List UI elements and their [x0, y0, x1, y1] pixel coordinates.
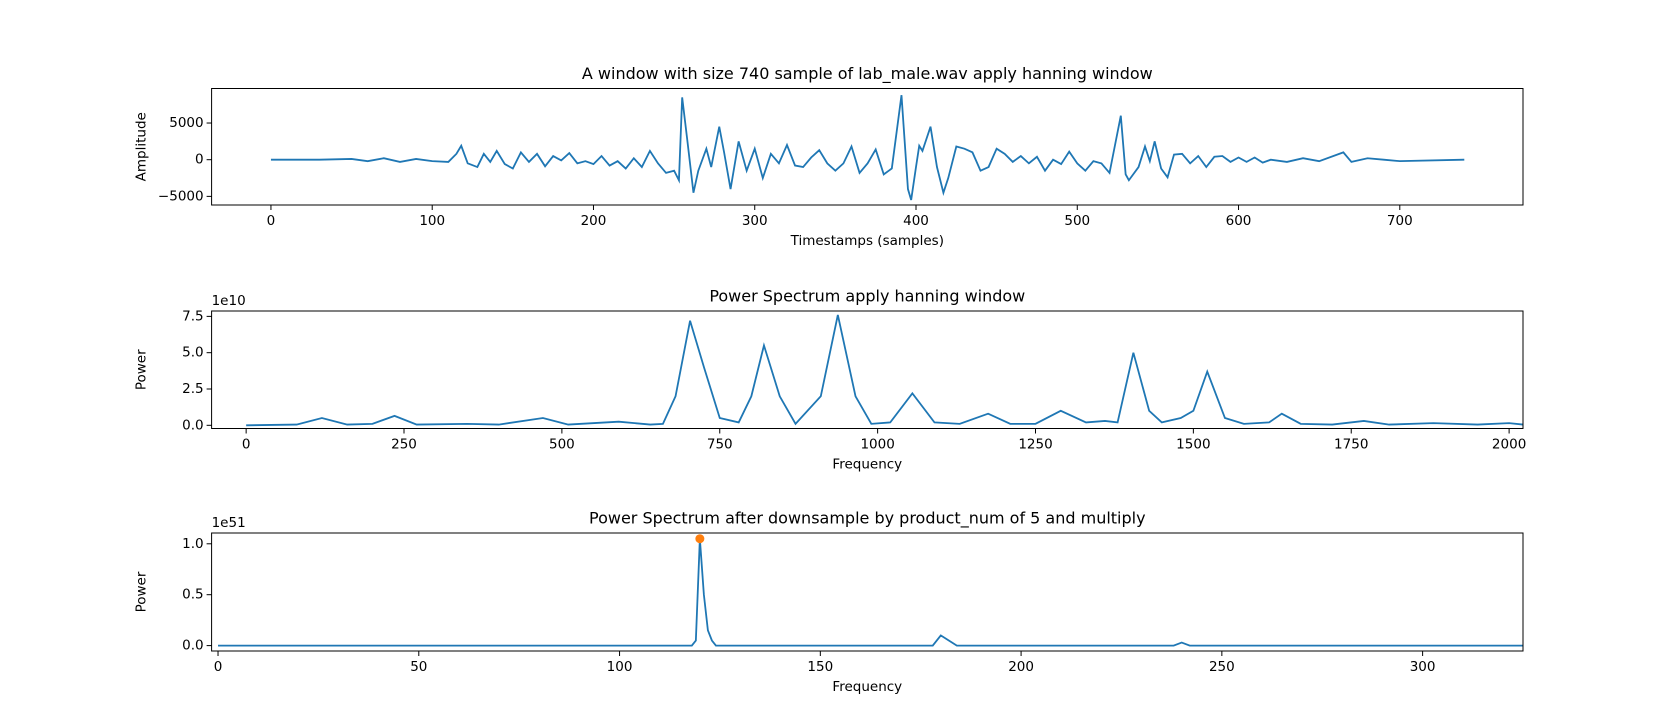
y-tick-label: 0.5	[182, 587, 203, 603]
x-tick-label: 100	[607, 659, 633, 675]
y-tick-label: 7.5	[182, 308, 203, 324]
x-tick-label: 100	[419, 213, 445, 229]
x-tick-label: 500	[1064, 213, 1090, 229]
x-tick-label: 1500	[1176, 437, 1210, 453]
y-axis-label: Power	[134, 349, 150, 390]
x-tick-label: 400	[903, 213, 929, 229]
x-tick-label: 250	[1209, 659, 1235, 675]
axes-frame	[211, 532, 1524, 652]
x-tick-label: 50	[410, 659, 427, 675]
y-axis-label: Power	[134, 571, 150, 612]
x-axis-label: Frequency	[832, 679, 902, 695]
y-tick-label: 0.0	[182, 417, 203, 433]
x-tick-label: 1750	[1334, 437, 1368, 453]
chart-title: Power Spectrum apply hanning window	[709, 287, 1025, 306]
x-tick-label: 750	[707, 437, 733, 453]
chart-title: Power Spectrum after downsample by produ…	[589, 509, 1146, 529]
y-tick-label: 5.0	[182, 345, 203, 361]
chart-title: A window with size 740 sample of lab_mal…	[582, 64, 1153, 84]
line-series	[218, 538, 1523, 647]
y-tick-label: 1.0	[182, 536, 203, 552]
x-tick-label: 1250	[1018, 437, 1052, 453]
peak-marker	[695, 534, 705, 544]
x-axis-label: Frequency	[832, 457, 902, 473]
x-tick-label: 200	[1008, 659, 1034, 675]
x-tick-label: 700	[1387, 213, 1413, 229]
line-series	[270, 95, 1465, 201]
x-tick-label: 0	[242, 437, 251, 453]
x-tick-label: 600	[1226, 213, 1252, 229]
y-tick-label: −5000	[158, 188, 204, 204]
y-tick-label: 5000	[169, 115, 203, 131]
x-tick-label: 500	[549, 437, 575, 453]
x-tick-label: 0	[267, 213, 276, 229]
y-offset-label: 1e10	[212, 293, 246, 309]
y-axis-label: Amplitude	[134, 112, 150, 181]
x-axis-label: Timestamps (samples)	[790, 233, 944, 249]
line-series	[246, 314, 1524, 427]
x-tick-label: 300	[1410, 659, 1436, 675]
x-tick-label: 1000	[860, 437, 894, 453]
x-tick-label: 0	[214, 659, 223, 675]
y-tick-label: 0.0	[182, 638, 203, 654]
x-tick-label: 2000	[1492, 437, 1526, 453]
axes-frame	[211, 88, 1524, 206]
y-tick-label: 0	[195, 152, 204, 168]
x-tick-label: 200	[581, 213, 607, 229]
x-tick-label: 250	[391, 437, 417, 453]
x-tick-label: 300	[742, 213, 768, 229]
axes-frame	[211, 310, 1524, 429]
y-tick-label: 2.5	[182, 381, 203, 397]
x-tick-label: 150	[807, 659, 833, 675]
y-offset-label: 1e51	[212, 515, 246, 531]
